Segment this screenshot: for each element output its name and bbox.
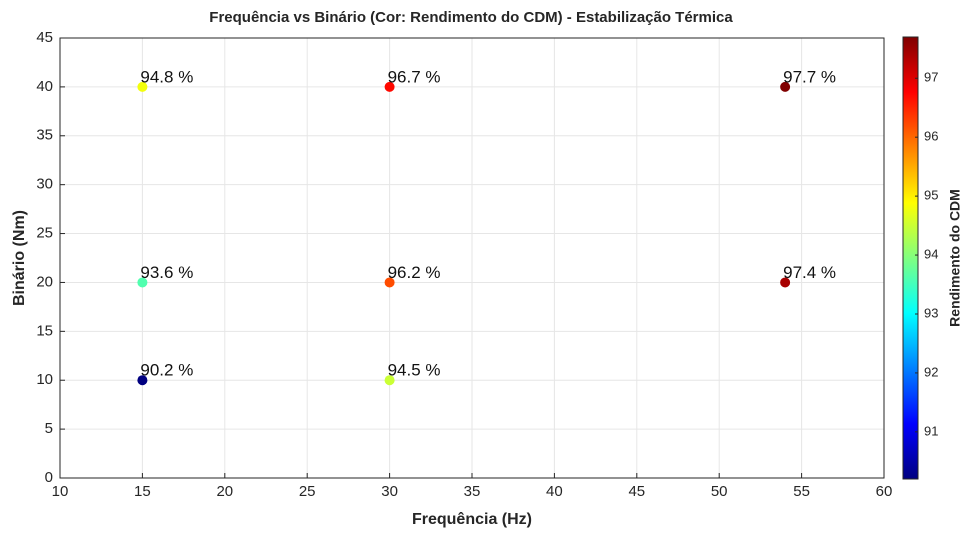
- y-tick-label: 30: [36, 176, 53, 193]
- colorbar-label: Rendimento do CDM: [947, 189, 962, 327]
- y-tick-label: 25: [36, 225, 53, 242]
- x-tick-label: 15: [134, 483, 151, 500]
- data-label: 97.7 %: [783, 67, 836, 86]
- axes-box: [59, 37, 885, 479]
- data-label: 90.2 %: [140, 361, 193, 380]
- y-tick-label: 15: [36, 322, 53, 339]
- x-tick-label: 60: [876, 483, 893, 500]
- point: [384, 277, 395, 288]
- x-tick-label: 35: [464, 483, 481, 500]
- data-label: 96.7 %: [388, 67, 441, 86]
- point: [137, 375, 148, 386]
- y-tick-label: 5: [45, 420, 53, 437]
- data-label: 96.2 %: [388, 263, 441, 282]
- colorbar-tick-label: 92: [924, 364, 938, 379]
- point: [384, 81, 395, 92]
- y-tick-label: 45: [36, 29, 53, 46]
- point: [137, 81, 148, 92]
- chart-title: Frequência vs Binário (Cor: Rendimento d…: [209, 9, 733, 26]
- colorbar-tick-label: 91: [924, 423, 938, 438]
- point: [780, 81, 791, 92]
- y-tick-label: 35: [36, 127, 53, 144]
- data-label: 94.5 %: [388, 361, 441, 380]
- y-tick-label: 0: [45, 469, 53, 486]
- x-tick-label: 50: [711, 483, 728, 500]
- point: [384, 375, 395, 386]
- colorbar: [902, 36, 919, 480]
- point: [780, 277, 791, 288]
- data-label: 93.6 %: [140, 263, 193, 282]
- colorbar-tick-label: 95: [924, 188, 938, 203]
- colorbar-tick-label: 96: [924, 129, 938, 144]
- x-tick-label: 25: [299, 483, 316, 500]
- colorbar-tick-label: 94: [924, 246, 938, 261]
- y-tick-label: 40: [36, 78, 53, 95]
- y-tick-label: 10: [36, 371, 53, 388]
- data-label: 94.8 %: [140, 67, 193, 86]
- y-axis-label: Binário (Nm): [11, 210, 28, 306]
- x-tick-label: 20: [216, 483, 233, 500]
- x-tick-label: 30: [381, 483, 398, 500]
- data-label: 97.4 %: [783, 263, 836, 282]
- colorbar-tick-label: 97: [924, 70, 938, 85]
- x-tick-label: 55: [793, 483, 810, 500]
- point: [137, 277, 148, 288]
- x-tick-label: 40: [546, 483, 563, 500]
- x-tick-label: 10: [52, 483, 69, 500]
- y-tick-label: 20: [36, 273, 53, 290]
- colorbar-tick-label: 93: [924, 305, 938, 320]
- x-tick-label: 45: [628, 483, 645, 500]
- x-axis-label: Frequência (Hz): [412, 511, 532, 528]
